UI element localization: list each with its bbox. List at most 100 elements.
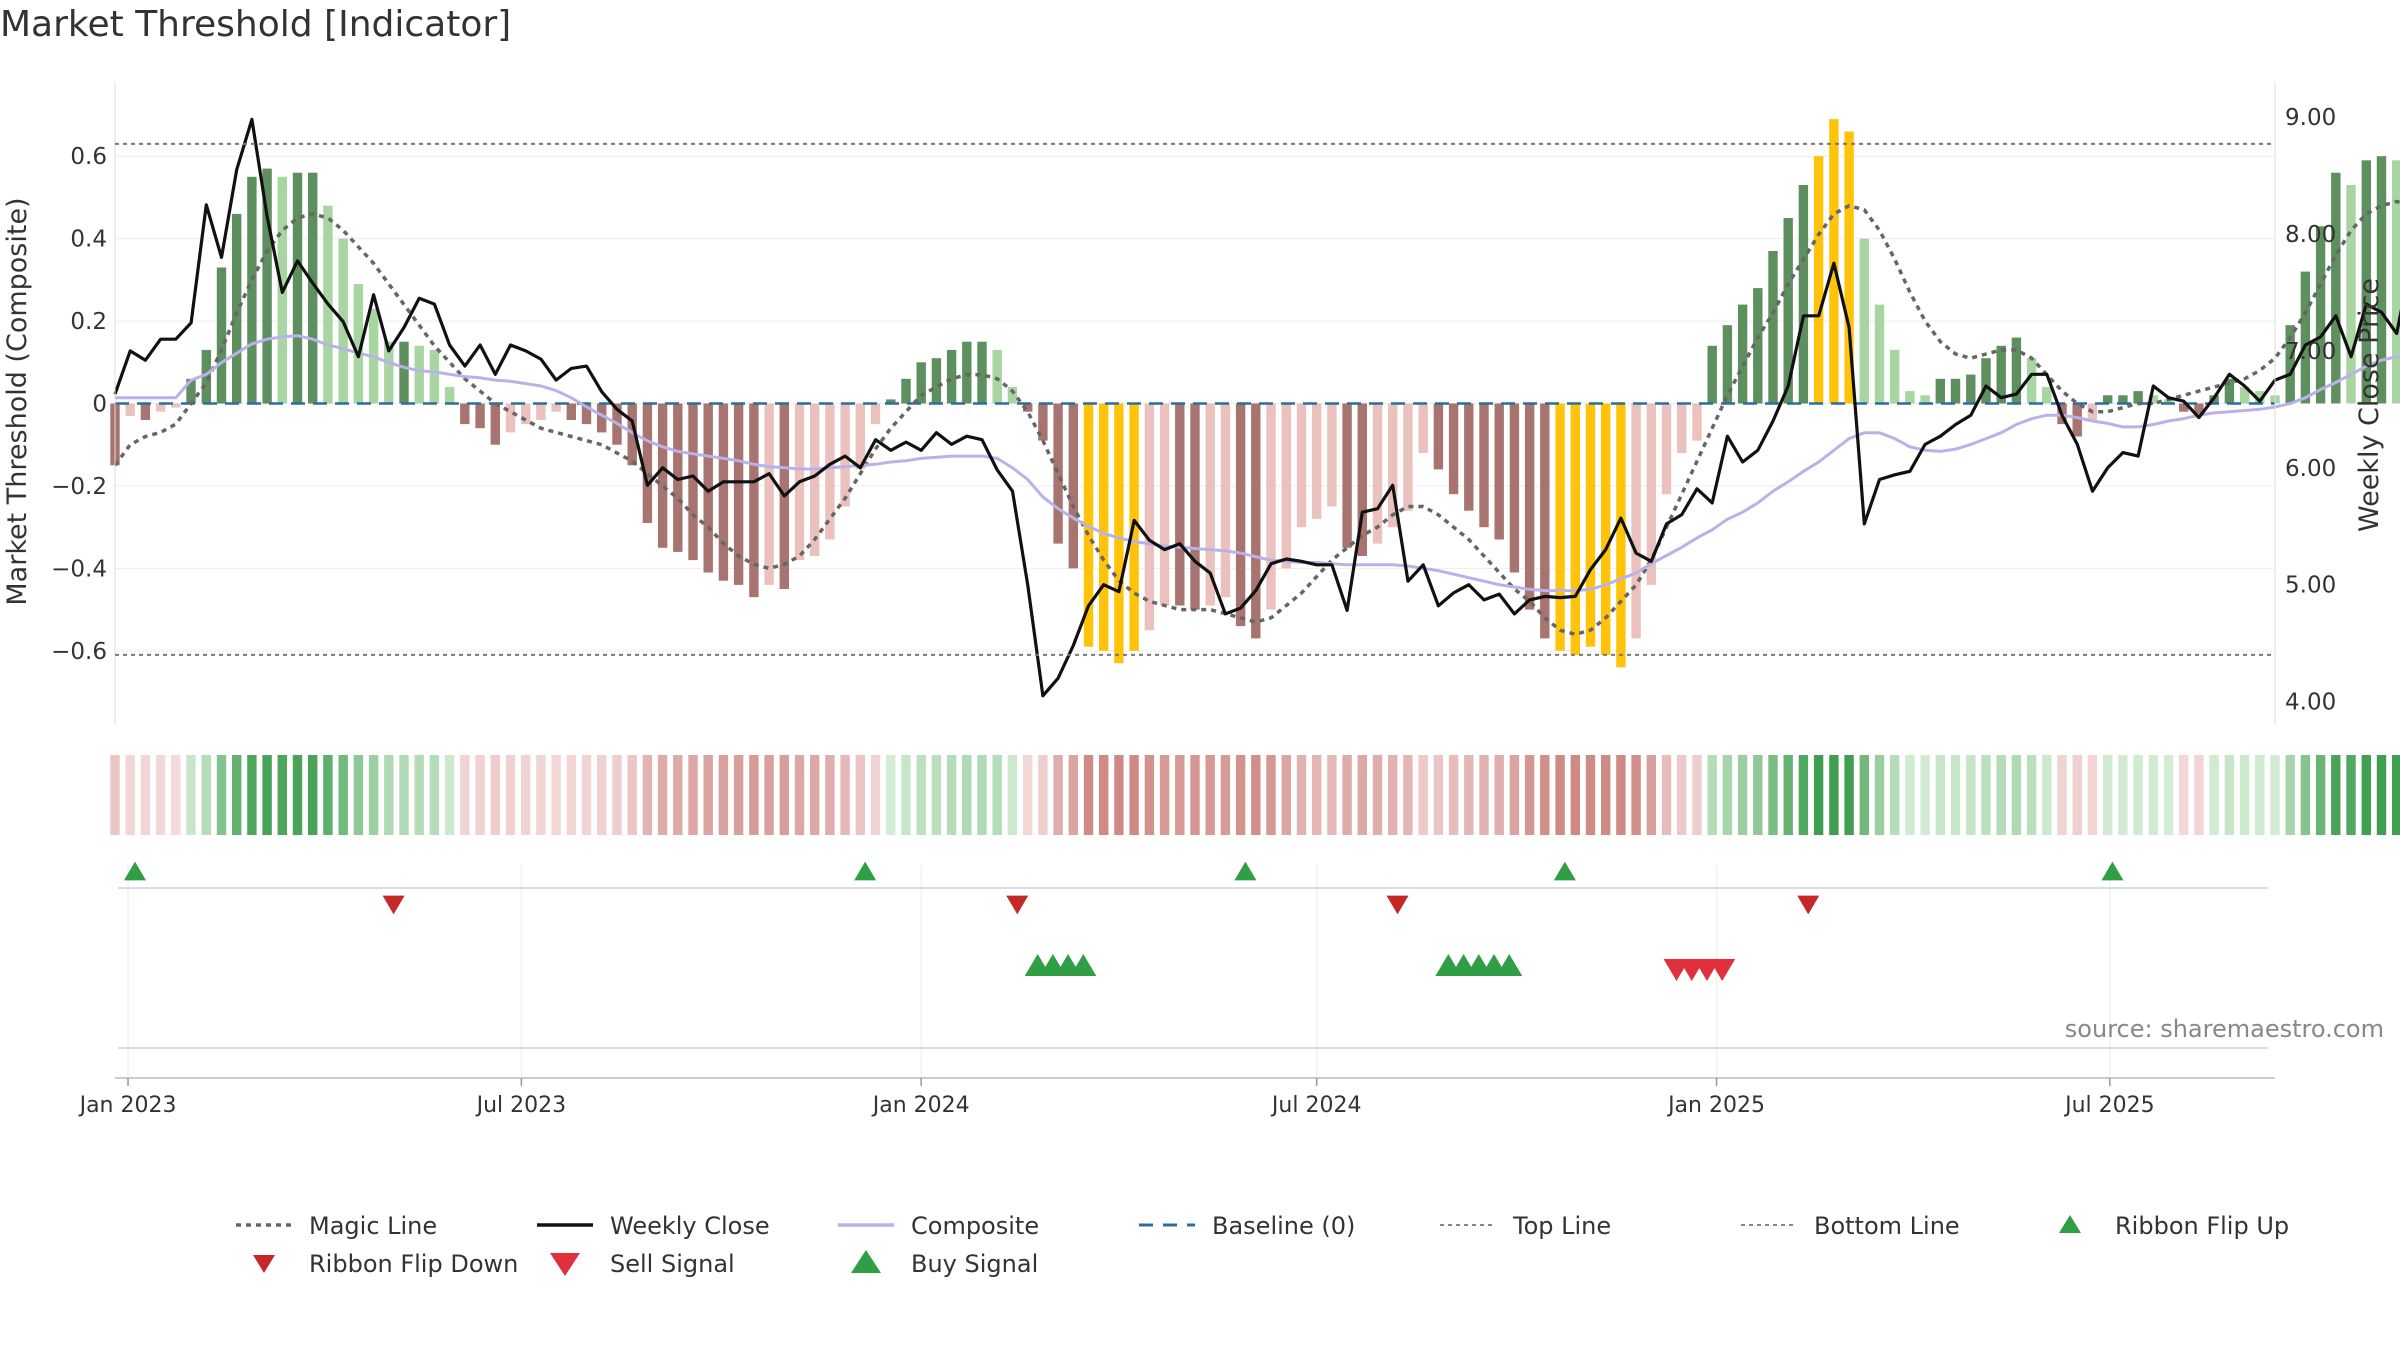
ribbon-cell — [1509, 755, 1520, 835]
composite-bar — [901, 378, 911, 404]
y2-tick-label: 8.00 — [2285, 222, 2336, 248]
ribbon-flip-down-marker — [382, 895, 405, 915]
ribbon-cell — [1266, 755, 1276, 835]
ribbon-flip-down-marker — [1797, 895, 1820, 915]
composite-bar — [2179, 403, 2189, 412]
composite-bar — [1205, 403, 1215, 606]
ribbon-cell — [870, 755, 881, 835]
ribbon-cell — [1890, 755, 1900, 835]
ribbon-cell — [1768, 755, 1778, 835]
ribbon-cell — [764, 755, 774, 835]
ribbon-cell — [1935, 755, 1945, 835]
composite-bar — [232, 213, 242, 404]
ribbon-cell — [840, 755, 850, 835]
ribbon-cell — [1494, 755, 1504, 835]
ribbon-cell — [1327, 755, 1337, 835]
y2-tick-label: 5.00 — [2285, 573, 2336, 599]
ribbon-cell — [916, 755, 926, 835]
ribbon-cell — [1205, 755, 1215, 835]
legend-swatch — [2059, 1215, 2081, 1233]
ribbon-cell — [2057, 755, 2067, 835]
ribbon-cell — [368, 755, 379, 835]
composite-bar — [399, 341, 409, 404]
ribbon-cell — [338, 755, 348, 835]
ribbon-cell — [1859, 755, 1869, 835]
composite-bar — [1692, 403, 1702, 441]
ribbon-cell — [444, 755, 455, 835]
composite-bar — [1753, 288, 1763, 404]
composite-bar — [140, 403, 151, 420]
ribbon-cell — [1920, 755, 1930, 835]
composite-bar — [946, 349, 957, 404]
composite-bar — [1905, 391, 1915, 404]
ribbon-cell — [1753, 755, 1763, 835]
ribbon-cell — [1433, 755, 1444, 835]
ribbon-cell — [992, 755, 1002, 835]
ribbon-flip-up-marker — [1553, 861, 1576, 881]
composite-bar — [1099, 403, 1109, 651]
composite-bar — [1281, 403, 1291, 569]
composite-bar — [855, 403, 865, 470]
ribbon-cell — [1783, 755, 1793, 835]
composite-bar — [1312, 403, 1322, 519]
ribbon-cell — [110, 755, 120, 835]
ribbon-cell — [414, 755, 424, 835]
y2-tick-label: 7.00 — [2285, 339, 2336, 365]
composite-bar — [1038, 403, 1048, 441]
legend-label: Weekly Close — [610, 1212, 770, 1240]
ribbon-cell — [1601, 755, 1611, 835]
legend-label: Buy Signal — [911, 1250, 1038, 1278]
composite-bar — [2392, 160, 2400, 404]
composite-bar — [2103, 395, 2113, 404]
ribbon-cell — [2285, 755, 2295, 835]
legend-label: Ribbon Flip Down — [309, 1250, 518, 1278]
ribbon-cell — [1372, 755, 1383, 835]
composite-bar — [536, 403, 546, 420]
composite-bar — [1570, 403, 1580, 655]
ribbon-cell — [1038, 755, 1048, 835]
composite-bar — [155, 403, 166, 412]
composite-bar — [353, 284, 364, 404]
composite-bar — [216, 267, 227, 404]
legend-magic-line: Magic Line — [236, 1212, 437, 1240]
composite-bar — [1342, 403, 1352, 548]
ribbon-cell — [1007, 755, 1018, 835]
composite-bar — [1479, 403, 1489, 528]
composite-bar — [1159, 403, 1170, 606]
ribbon-cell — [2011, 755, 2022, 835]
ribbon-cell — [1342, 755, 1352, 835]
legend-layer: Magic Line Weekly Close Composite Baseline … — [236, 1212, 2289, 1278]
ribbon-cell — [2255, 755, 2265, 835]
x-tick-label: Jan 2025 — [1666, 1093, 1765, 1118]
ribbon-cell — [1813, 755, 1824, 835]
composite-bar — [171, 403, 181, 408]
composite-bar — [1601, 403, 1611, 655]
composite-bar — [490, 403, 500, 445]
composite-bar — [1707, 345, 1717, 404]
ribbon-cell — [232, 755, 242, 835]
ribbon-cell — [2148, 755, 2158, 835]
bars-layer — [110, 119, 2400, 668]
ribbon-cell — [1950, 755, 1961, 835]
composite-bar — [1327, 403, 1337, 507]
composite-bar — [581, 403, 592, 425]
ribbon-cell — [551, 755, 561, 835]
composite-bar — [429, 349, 440, 404]
composite-bar — [201, 349, 211, 404]
y2-tick-label: 9.00 — [2285, 105, 2336, 131]
composite-bar — [1114, 403, 1124, 664]
ribbon-cell — [140, 755, 151, 835]
ribbon-cell — [1023, 755, 1033, 835]
composite-bar — [1494, 403, 1504, 540]
composite-bar — [870, 403, 881, 425]
composite-bar — [2042, 387, 2052, 404]
ribbon-cell — [1829, 755, 1839, 835]
ribbon-cell — [1707, 755, 1717, 835]
composite-bar — [1403, 403, 1413, 511]
composite-bar — [1874, 304, 1885, 404]
y-tick-label: −0.4 — [51, 556, 107, 582]
ribbon-cell — [1068, 755, 1078, 835]
ribbon-cell — [2087, 755, 2098, 835]
